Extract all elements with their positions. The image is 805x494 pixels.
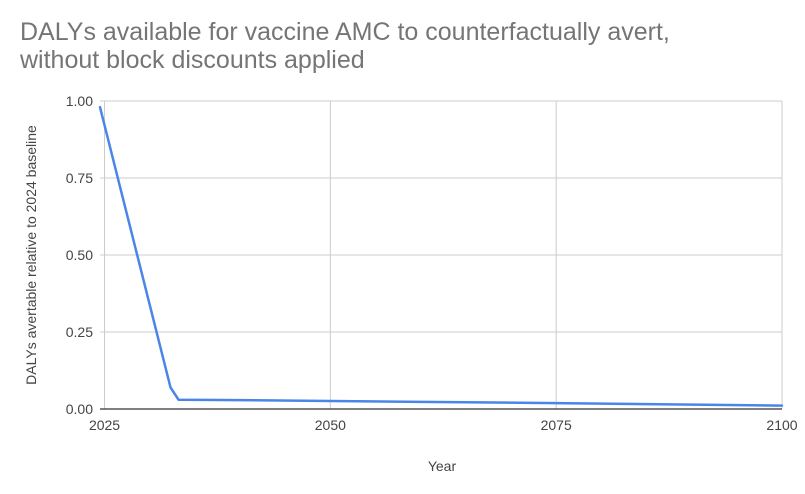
- x-tick-label: 2025: [89, 417, 120, 433]
- y-tick-label: 0.50: [66, 247, 93, 263]
- y-tick-label: 0.00: [66, 401, 93, 417]
- y-axis-ticks: 0.00 0.25 0.50 0.75 1.00: [66, 93, 93, 417]
- chart-title: DALYs available for vaccine AMC to count…: [20, 18, 790, 74]
- x-axis-label: Year: [428, 458, 457, 474]
- y-axis-label: DALYs avertable relative to 2024 baselin…: [23, 125, 39, 385]
- y-tick-label: 1.00: [66, 93, 93, 109]
- chart-title-line-2: without block discounts applied: [20, 46, 365, 74]
- chart-title-line-1: DALYs available for vaccine AMC to count…: [20, 18, 670, 46]
- series-group: [98, 105, 784, 407]
- x-tick-label: 2100: [766, 417, 797, 433]
- x-axis-ticks: 2025 2050 2075 2100: [89, 417, 798, 433]
- series-line: [98, 105, 784, 407]
- y-tick-label: 0.75: [66, 170, 93, 186]
- x-tick-label: 2075: [541, 417, 572, 433]
- grid-lines: [100, 100, 783, 409]
- x-tick-label: 2050: [315, 417, 346, 433]
- y-tick-label: 0.25: [66, 324, 93, 340]
